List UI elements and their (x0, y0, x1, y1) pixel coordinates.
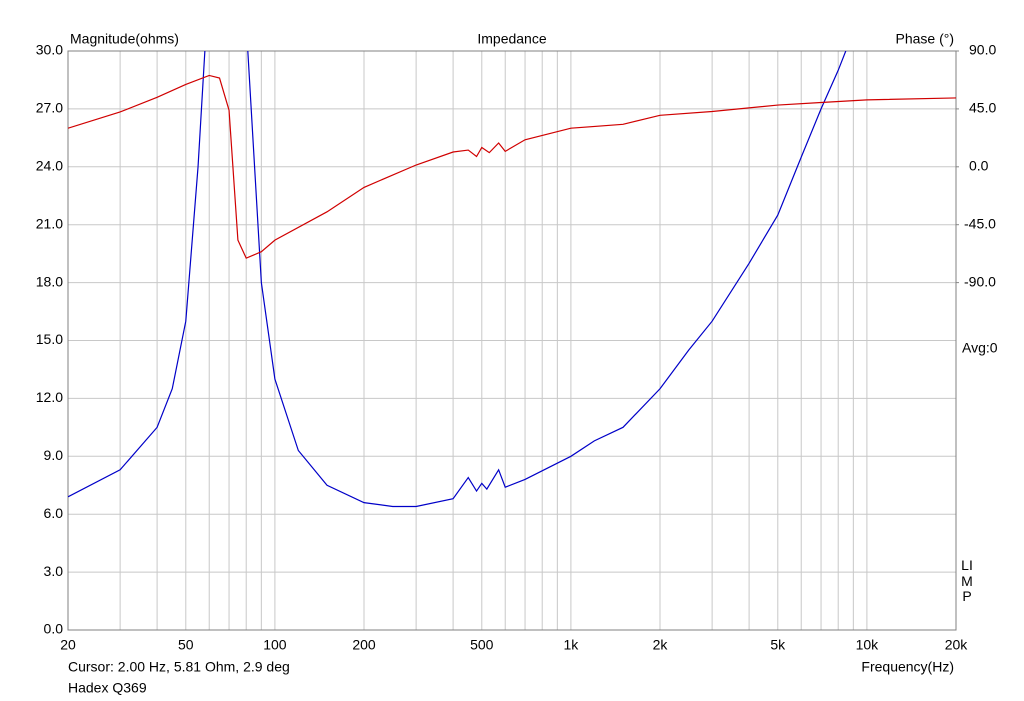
side-label: LIMP (961, 557, 973, 604)
x-tick-label: 1k (563, 637, 579, 653)
y2-tick-label: -90.0 (964, 273, 996, 289)
x-axis-label: Frequency(Hz) (861, 659, 954, 675)
plot-lines (68, 51, 956, 508)
y-tick-label: 9.0 (44, 447, 64, 463)
y-tick-label: 12.0 (36, 389, 63, 405)
y-tick-label: 30.0 (36, 42, 63, 58)
y2-tick-label: -45.0 (964, 215, 996, 231)
y2-tick-label: 45.0 (969, 100, 996, 116)
x-tick-label: 20 (60, 637, 76, 653)
x-tick-label: 10k (856, 637, 880, 653)
series-line (68, 74, 956, 259)
x-tick-label: 50 (178, 637, 194, 653)
y-tick-label: 0.0 (44, 621, 64, 637)
y-tick-label: 18.0 (36, 273, 63, 289)
cursor-text: Cursor: 2.00 Hz, 5.81 Ohm, 2.9 deg (68, 659, 290, 675)
y2-tick-label: 0.0 (969, 158, 989, 174)
caption: Hadex Q369 (68, 680, 147, 696)
x-tick-label: 20k (945, 637, 969, 653)
plot-frame (67, 50, 957, 631)
y2-axis-label: Phase (°) (895, 31, 954, 47)
x-tick-label: 500 (470, 637, 494, 653)
x-tick-label: 5k (770, 637, 786, 653)
average-label: Avg:0 (962, 340, 998, 356)
series-line (68, 51, 847, 508)
y2-tick-label: 90.0 (969, 42, 996, 58)
y-tick-label: 15.0 (36, 331, 63, 347)
y-tick-label: 6.0 (44, 505, 64, 521)
x-tick-label: 100 (263, 637, 287, 653)
y-tick-label: 3.0 (44, 563, 64, 579)
x-tick-label: 2k (653, 637, 669, 653)
x-tick-label: 200 (352, 637, 376, 653)
chart-title: Impedance (477, 31, 546, 47)
y-tick-label: 24.0 (36, 158, 63, 174)
y-tick-label: 21.0 (36, 215, 63, 231)
y-axis-label: Magnitude(ohms) (70, 31, 179, 47)
y-tick-label: 27.0 (36, 100, 63, 116)
